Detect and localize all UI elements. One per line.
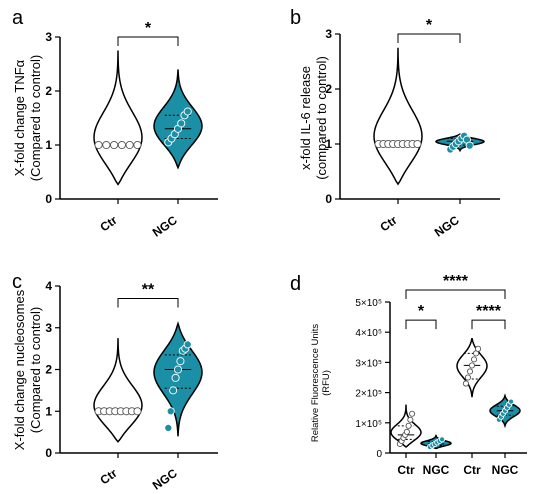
y-axis-title: Relative Fluorescence Units(RFU): [310, 324, 332, 443]
category-label: Ctr: [397, 463, 415, 477]
category-label: NGC: [150, 466, 180, 493]
panel-letter: b: [290, 7, 301, 29]
y-axis-title-line: (Compared to control): [28, 55, 43, 181]
panel-letter: d: [290, 273, 301, 295]
data-point: [405, 422, 412, 429]
data-point: [464, 374, 472, 381]
data-point: [176, 357, 185, 366]
significance-bracket: [117, 36, 179, 46]
data-point: [508, 398, 515, 405]
significance-label: ****: [443, 273, 469, 290]
panel-c: cX-fold change nucleosomes(Compared to c…: [12, 271, 218, 493]
y-tick-label: 1×10⁵: [355, 419, 382, 430]
data-point: [169, 386, 178, 395]
data-point: [407, 416, 414, 423]
data-point: [439, 436, 446, 443]
violin-ctr: [93, 338, 143, 443]
data-point: [466, 368, 474, 375]
data-point: [183, 340, 192, 349]
y-axis-title: x-fold IL-6 release(compared to control): [298, 56, 329, 180]
category-label: NGC: [492, 463, 519, 477]
significance-label: *: [426, 17, 433, 34]
data-point: [403, 428, 410, 435]
data-point: [94, 140, 103, 150]
violin-ctr: [93, 50, 143, 186]
data-point: [125, 140, 134, 150]
category-label: Ctr: [463, 463, 481, 477]
y-tick-label: 4×10⁵: [355, 328, 382, 339]
data-point: [164, 423, 173, 433]
data-point: [468, 362, 476, 369]
y-tick-label: 1: [325, 137, 332, 151]
data-point: [409, 410, 416, 417]
y-axis-title: X-fold change nucleosomes(Compared to co…: [12, 289, 43, 450]
significance-bracket: [117, 298, 179, 308]
significance-label: *: [418, 303, 425, 320]
data-point: [173, 365, 183, 374]
data-point: [177, 119, 186, 128]
violin-ctr: [373, 47, 423, 186]
violin-ngc: [153, 69, 203, 170]
data-point: [133, 407, 142, 416]
panel-letter: c: [12, 271, 22, 293]
y-tick-label: 3×10⁵: [355, 358, 382, 369]
category-label: Ctr: [97, 213, 119, 235]
data-point: [110, 140, 119, 150]
y-tick-label: 5×10⁵: [355, 298, 382, 309]
y-tick-label: 1: [45, 404, 52, 418]
data-point: [470, 356, 478, 363]
data-point: [117, 140, 126, 150]
panel-a: a X-fold change TNFα(Compared to control)…: [12, 7, 218, 240]
panel-letter: a: [12, 7, 24, 29]
y-axis-title-line: X-fold change nucleosomes: [12, 289, 27, 450]
significance-bracket: [471, 319, 506, 330]
data-point: [462, 380, 469, 387]
y-tick-label: 0: [45, 446, 52, 460]
data-point: [475, 345, 482, 352]
significance-bracket: [405, 289, 506, 299]
category-label: NGC: [432, 213, 462, 240]
y-tick-label: 2: [325, 82, 332, 96]
data-point: [465, 141, 474, 150]
y-axis-title-line: Relative Fluorescence Units: [310, 324, 321, 443]
y-tick-label: 1: [45, 138, 52, 152]
panel-d: d Relative Fluorescence Units(RFU) 0 1×10⁵ 2…: [290, 273, 527, 477]
data-point: [183, 107, 192, 116]
y-axis-title-line: X-fold change TNFα: [12, 59, 27, 176]
category-label: Ctr: [377, 213, 399, 235]
significance-bracket: [397, 33, 461, 43]
y-tick-label: 0: [376, 449, 382, 460]
y-tick-label: 3: [45, 321, 52, 335]
y-tick-label: 4: [45, 279, 52, 293]
data-point: [133, 140, 142, 150]
y-axis-title: X-fold change TNFα(Compared to control): [12, 55, 43, 181]
y-tick-label: 2: [45, 84, 52, 98]
category-label: NGC: [150, 213, 180, 240]
y-axis-title-line: (compared to control): [314, 56, 329, 180]
y-axis-title-line: (RFU): [321, 370, 332, 396]
category-label: Ctr: [97, 466, 119, 488]
data-point: [413, 139, 422, 149]
y-tick-label: 3: [325, 27, 332, 41]
significance-label: ****: [476, 303, 502, 320]
data-point: [171, 373, 180, 382]
y-tick-label: 2: [45, 363, 52, 377]
panel-b: b x-fold IL-6 release(compared to control…: [290, 7, 500, 240]
significance-label: *: [145, 20, 152, 37]
y-axis-title-line: x-fold IL-6 release: [298, 66, 313, 170]
y-tick-label: 0: [45, 192, 52, 206]
y-tick-label: 2×10⁵: [355, 389, 382, 400]
data-point: [166, 407, 175, 416]
data-point: [102, 140, 111, 150]
significance-label: **: [142, 282, 155, 299]
category-label: NGC: [423, 463, 450, 477]
y-tick-label: 0: [325, 192, 332, 206]
y-axis-title-line: (Compared to control): [28, 307, 43, 433]
y-tick-label: 3: [45, 30, 52, 44]
significance-bracket: [405, 319, 437, 330]
